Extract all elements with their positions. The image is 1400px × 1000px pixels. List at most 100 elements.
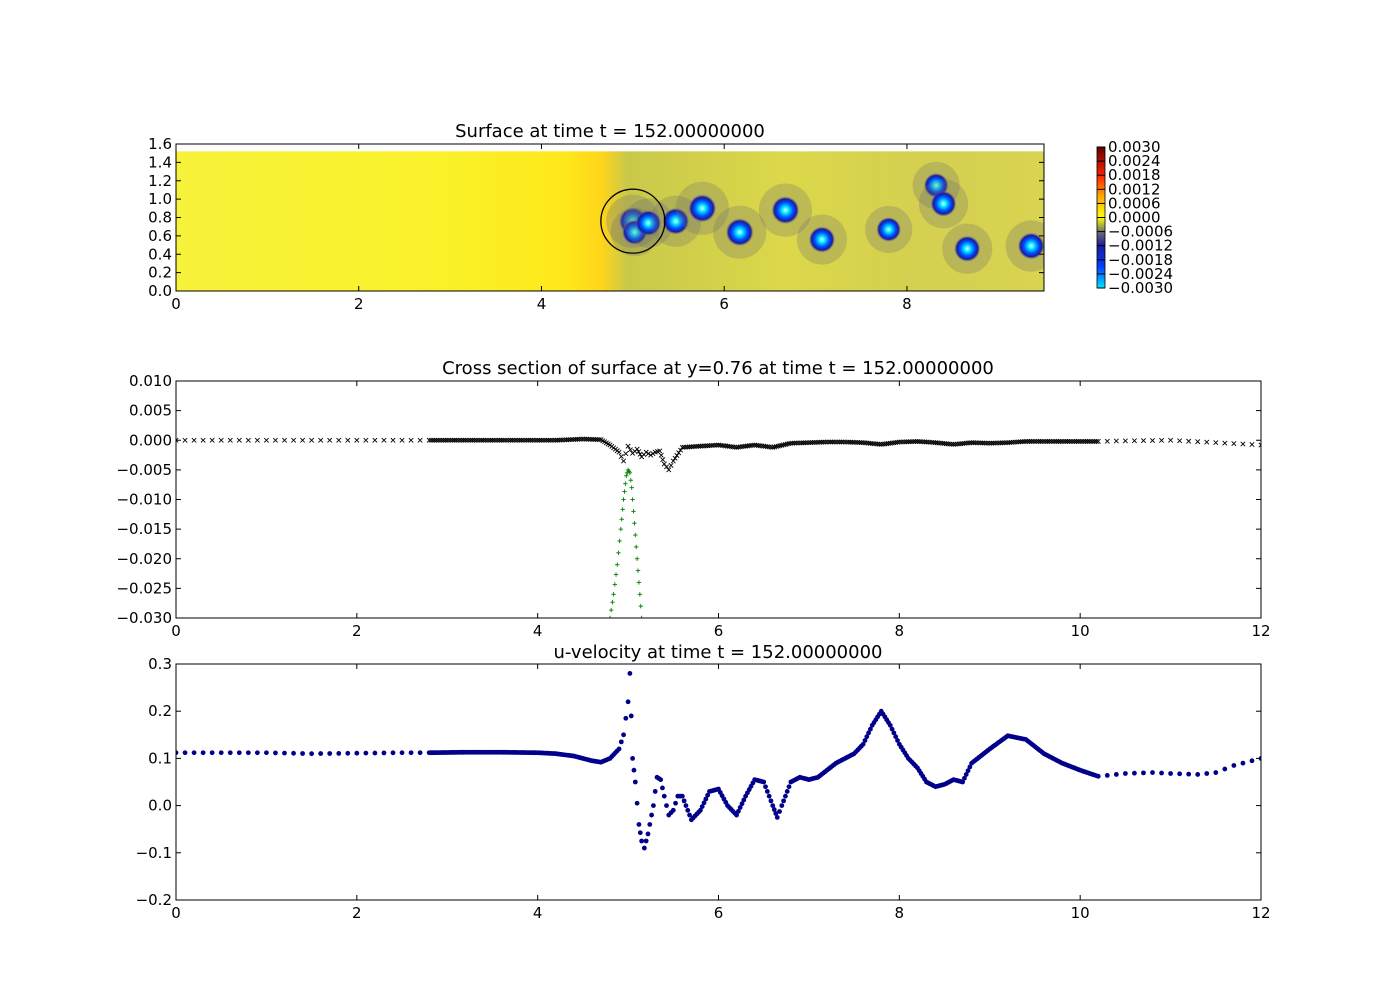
velocity-point (687, 812, 692, 818)
surface-x-stroke (1017, 439, 1024, 445)
surface-x-stroke (826, 439, 832, 445)
surface-x-stroke (618, 454, 624, 460)
surface-x-stroke (461, 437, 467, 443)
surface-x-marker (1025, 438, 1031, 444)
velocity-point (963, 772, 969, 777)
surface-x-stroke (191, 437, 197, 443)
surface-x-marker (522, 437, 528, 443)
surface-x-marker (372, 437, 378, 443)
surface-x-stroke (560, 437, 566, 443)
surface-x-stroke (1075, 438, 1081, 444)
bottom-plus-marker (622, 489, 627, 494)
surface-x-stroke (657, 448, 663, 454)
u-velocity-y-tick-label: 0.3 (148, 655, 172, 673)
surface-x-stroke (949, 441, 955, 447)
surface-x-marker (1064, 438, 1071, 444)
surface-x-stroke (511, 437, 517, 443)
surface-x-stroke (1043, 438, 1049, 444)
bottom-plus-marker (623, 481, 628, 486)
surface-x-marker (837, 439, 843, 445)
surface-x-marker (527, 437, 533, 443)
velocity-point (1113, 772, 1119, 777)
surface-x-stroke (1068, 438, 1074, 444)
surface-x-stroke (829, 439, 835, 445)
velocity-point (786, 784, 792, 790)
surface-x-stroke (880, 441, 886, 447)
surface-y-tick-label: 1.2 (148, 172, 172, 190)
surface-x-stroke (390, 437, 396, 443)
surface-x-marker (770, 444, 776, 450)
surface-y-tick-label: 0.6 (148, 227, 172, 245)
surface-x-stroke (835, 439, 841, 445)
velocity-point (645, 831, 651, 837)
surface-x-stroke (999, 440, 1005, 446)
surface-x-stroke (596, 437, 602, 443)
surface-x-stroke (750, 442, 756, 448)
surface-x-stroke (1104, 438, 1110, 444)
bottom-plus-marker (621, 497, 626, 502)
surface-x-stroke (696, 443, 702, 449)
bottom-plus-marker (632, 521, 637, 526)
surface-x-stroke (808, 440, 814, 446)
surface-x-stroke (791, 440, 797, 446)
surface-x-stroke (790, 440, 796, 446)
velocity-point (891, 730, 897, 736)
surface-x-stroke (1077, 438, 1083, 444)
cross-section-y-tick-label: 0.000 (129, 431, 172, 449)
colorbar-tick-label: 0.0012 (1108, 180, 1161, 198)
surface-x-stroke (658, 452, 664, 458)
surface-x-stroke (603, 440, 609, 446)
bottom-plus-marker (631, 509, 636, 514)
surface-x-stroke (1054, 438, 1060, 444)
surface-x-stroke (1131, 438, 1137, 444)
cross-section-y-tick-label: 0.010 (129, 372, 172, 390)
surface-x-marker (985, 440, 991, 446)
surface-x-stroke (291, 437, 297, 443)
surface-x-marker (1081, 438, 1087, 444)
velocity-point (866, 730, 871, 736)
surface-x-stroke (520, 437, 526, 443)
surface-x-stroke (768, 444, 774, 450)
surface-x-stroke (1083, 438, 1089, 444)
surface-x-marker (182, 437, 188, 443)
surface-x-stroke (804, 440, 810, 446)
cross-section-y-tick-label: −0.025 (116, 579, 172, 597)
cross-section-x-tick-label: 10 (1071, 622, 1090, 640)
surface-x-marker (502, 437, 508, 443)
u-velocity-x-tick-label: 12 (1251, 904, 1270, 922)
velocity-point (1249, 758, 1255, 764)
surface-x-stroke (475, 437, 481, 443)
surface-x-marker (533, 437, 539, 443)
surface-x-marker (1057, 438, 1063, 444)
bottom-plus-marker (618, 526, 624, 532)
surface-x-stroke (712, 442, 718, 448)
surface-x-marker (1079, 438, 1085, 444)
u-velocity-x-tick-label: 10 (1071, 904, 1090, 922)
surface-x-stroke (176, 439, 179, 443)
surface-x-stroke (477, 437, 483, 443)
surface-x-marker (1204, 439, 1210, 445)
surface-x-stroke (433, 437, 439, 443)
surface-x-marker (1083, 438, 1089, 444)
surface-x-stroke (426, 437, 432, 443)
surface-x-marker (430, 437, 436, 443)
surface-x-stroke (732, 444, 738, 450)
surface-x-marker (1149, 437, 1156, 444)
velocity-point (300, 751, 305, 756)
velocity-point (734, 812, 739, 818)
surface-x-marker (498, 437, 505, 443)
u-velocity-x-tick-label: 8 (895, 904, 905, 922)
surface-x-stroke (900, 439, 906, 445)
velocity-point (735, 808, 741, 814)
surface-x-stroke (708, 442, 714, 448)
velocity-point (681, 798, 687, 804)
surface-x-stroke (952, 441, 958, 447)
surface-x-stroke (777, 443, 783, 449)
surface-x-stroke (951, 441, 957, 447)
surface-x-stroke (893, 439, 899, 446)
surface-x-stroke (734, 444, 740, 450)
surface-x-marker (408, 437, 414, 443)
surface-x-stroke (526, 437, 532, 443)
velocity-point (1122, 771, 1128, 776)
